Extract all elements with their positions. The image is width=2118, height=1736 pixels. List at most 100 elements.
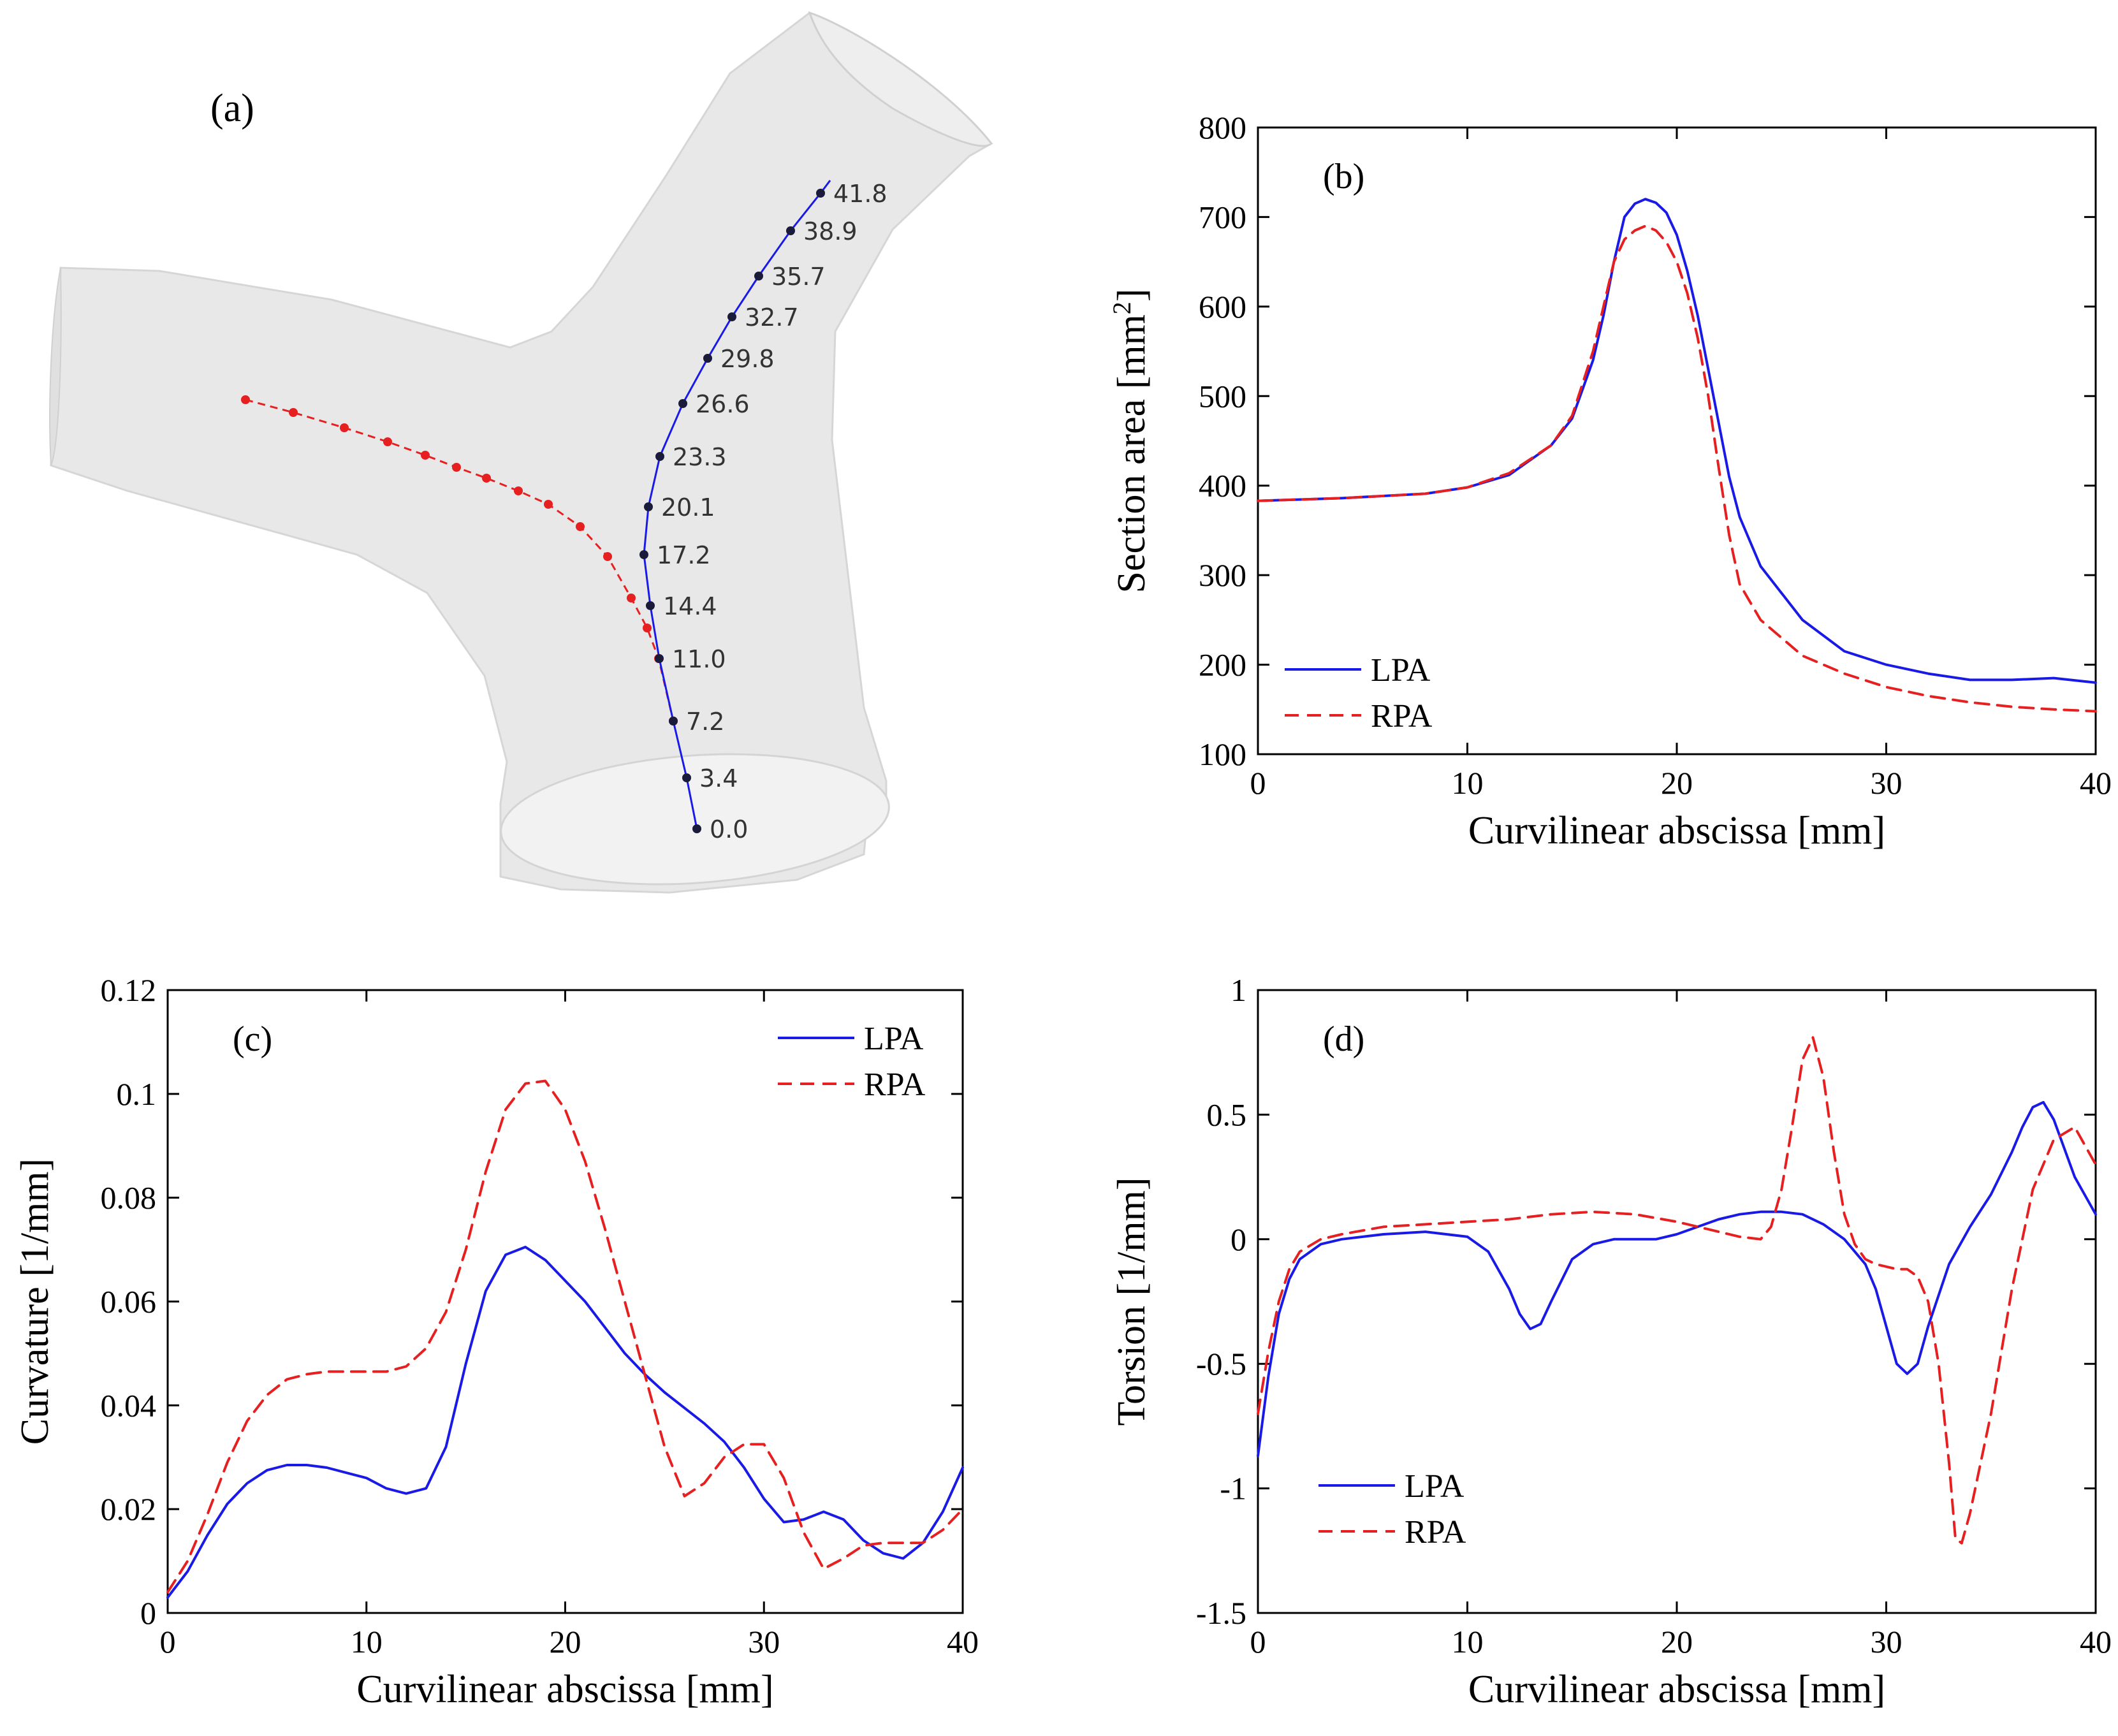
x-tick-label: 20 (1661, 1624, 1693, 1659)
rpa-centerline-point (544, 500, 553, 509)
x-tick-label: 30 (1871, 765, 1903, 801)
x-tick-label: 0 (160, 1624, 176, 1659)
lpa-abscissa-label: 14.4 (663, 592, 717, 620)
y-tick-label: 300 (1199, 557, 1246, 593)
lpa-centerline-point (754, 272, 763, 281)
y-tick-label: -0.5 (1196, 1346, 1246, 1382)
x-tick-label: 10 (351, 1624, 383, 1659)
lpa-series-line (1257, 1100, 2097, 1457)
y-tick-label: -1 (1220, 1471, 1246, 1506)
x-tick-label: 0 (1250, 765, 1266, 801)
y-tick-label: 0.04 (101, 1387, 157, 1423)
lpa-abscissa-label: 26.6 (696, 390, 750, 418)
rpa-centerline-point (576, 522, 585, 531)
lpa-abscissa-label: 7.2 (686, 708, 724, 736)
lpa-series-line (1257, 198, 2097, 684)
legend-label-rpa: RPA (864, 1067, 926, 1103)
x-tick-label: 30 (748, 1624, 780, 1659)
panel-label: (d) (1323, 1019, 1364, 1059)
rpa-series-line (166, 1079, 964, 1594)
legend-label-lpa: LPA (1405, 1468, 1464, 1505)
y-tick-label: 0.12 (101, 972, 157, 1008)
y-tick-label: 0 (140, 1595, 156, 1631)
rpa-centerline-point (603, 552, 612, 561)
lpa-centerline: 0.0 3.4 7.2 11.0 14.4 17.2 20.1 23.3 26.6 29.8 32.… (639, 180, 887, 843)
y-axis-label: Curvature [1/mm] (13, 1158, 57, 1445)
legend-label-rpa: RPA (1405, 1514, 1466, 1550)
x-axis-label: Curvilinear abscissa [mm] (356, 1668, 773, 1711)
rpa-centerline-point (643, 624, 652, 632)
lpa-centerline-point (727, 312, 736, 321)
rpa-centerline-point (383, 437, 392, 446)
lpa-abscissa-label: 20.1 (661, 493, 715, 522)
lpa-centerline-point (655, 654, 664, 663)
lpa-centerline-point (678, 399, 687, 408)
lpa-abscissa-label: 41.8 (833, 180, 887, 208)
y-axis-label: Torsion [1/mm] (1110, 1177, 1153, 1426)
rpa-centerline-point (452, 463, 461, 472)
lpa-centerline-point (639, 550, 648, 559)
x-tick-label: 10 (1452, 1624, 1484, 1659)
lpa-abscissa-label: 35.7 (771, 263, 826, 291)
panel-label: (c) (233, 1019, 272, 1059)
y-tick-label: 800 (1199, 110, 1246, 145)
y-tick-label: 0 (1231, 1222, 1246, 1257)
lpa-abscissa-label: 17.2 (657, 541, 711, 569)
rpa-centerline-point (241, 395, 250, 404)
panel-a-label: (a) (210, 87, 254, 130)
y-tick-label: 500 (1199, 378, 1246, 414)
x-tick-label: 40 (2080, 1624, 2112, 1659)
lpa-abscissa-label: 23.3 (673, 443, 727, 471)
rpa-centerline-point (289, 408, 298, 417)
rpa-centerline-point (421, 451, 430, 460)
vessel-top-cap (808, 11, 993, 147)
y-tick-label: 0.06 (101, 1284, 157, 1320)
y-tick-label: 0.1 (117, 1076, 157, 1112)
legend-label-rpa: RPA (1371, 698, 1433, 734)
lpa-abscissa-label: 29.8 (720, 345, 775, 373)
x-tick-label: 20 (550, 1624, 581, 1659)
lpa-centerline-point (669, 717, 678, 726)
legend-label-lpa: LPA (1371, 652, 1431, 689)
plot-area-frame (1257, 989, 2097, 1614)
lpa-centerline-point (816, 189, 825, 198)
rpa-centerline-point (514, 486, 523, 495)
lpa-series-line (166, 1246, 964, 1599)
y-tick-label: 0.5 (1207, 1097, 1247, 1132)
rpa-series-line (1257, 1036, 2097, 1545)
y-tick-label: 600 (1199, 289, 1246, 325)
lpa-abscissa-label: 0.0 (710, 815, 748, 843)
y-tick-label: -1.5 (1196, 1595, 1246, 1631)
y-tick-label: 100 (1199, 736, 1246, 772)
y-tick-label: 400 (1199, 468, 1246, 504)
x-tick-label: 40 (947, 1624, 979, 1659)
rpa-centerline-point (627, 594, 636, 602)
lpa-centerline-point (655, 452, 664, 461)
lpa-abscissa-label: 32.7 (745, 303, 799, 332)
lpa-centerline-point (644, 502, 653, 511)
lpa-centerline-point (682, 773, 691, 782)
lpa-abscissa-label: 3.4 (699, 764, 738, 792)
vessel-surface (50, 11, 993, 894)
y-axis-label: Section area [mm2] (1107, 289, 1154, 594)
y-tick-label: 0.08 (101, 1180, 157, 1216)
rpa-centerline-point (340, 423, 349, 432)
rpa-centerline (241, 395, 678, 726)
x-tick-label: 20 (1661, 765, 1693, 801)
x-tick-label: 40 (2080, 765, 2112, 801)
lpa-centerline-point (646, 601, 655, 610)
chart-d-torsion: 0 10 20 30 40 -1.5 -1 -0.5 0 0.5 1 (d) Curvilinear a… (1110, 972, 2112, 1711)
rpa-centerline-point (482, 474, 491, 483)
chart-b-section-area: 0 10 20 30 40 100 200 300 400 500 600 700 800 (b) Curv… (1107, 110, 2112, 852)
x-axis-label: Curvilinear abscissa [mm] (1468, 1668, 1885, 1711)
x-tick-label: 10 (1452, 765, 1484, 801)
panel-label: (b) (1323, 157, 1364, 196)
lpa-abscissa-label: 38.9 (803, 217, 858, 245)
chart-c-curvature: 0 10 20 30 40 0 0.02 0.04 0.06 0.08 0.1 0.12 (c) Curv… (13, 972, 979, 1711)
lpa-centerline-point (692, 824, 701, 833)
x-tick-label: 0 (1250, 1624, 1266, 1659)
legend-label-lpa: LPA (864, 1021, 924, 1057)
x-axis-label: Curvilinear abscissa [mm] (1468, 809, 1885, 852)
y-tick-label: 0.02 (101, 1491, 157, 1527)
